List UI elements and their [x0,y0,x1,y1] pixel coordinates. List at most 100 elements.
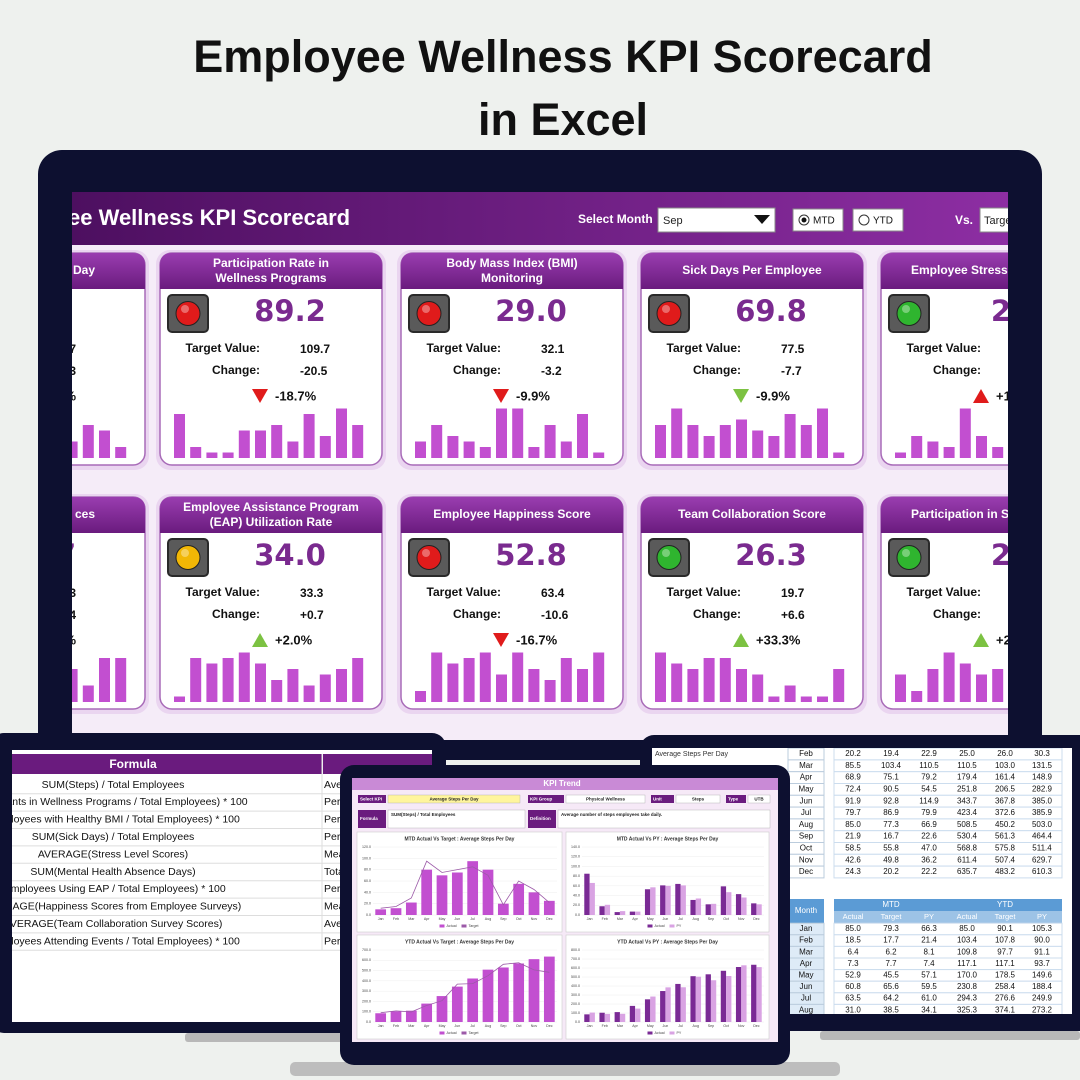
data-row [833,980,1063,994]
trend-bar [415,441,426,458]
y-tick-label: 500.0 [571,975,580,979]
trend-bar [752,430,764,458]
data-row [833,794,1063,808]
series-bar [705,974,711,1022]
table-cell: 93.7 [1034,959,1050,968]
series-bar [467,861,479,915]
table-cell: 66.3 [921,924,937,933]
status-light [416,301,442,326]
trend-bar [190,658,202,702]
y-tick-label: 100.0 [362,1010,371,1014]
field-label-box [651,795,674,803]
x-tick-label: May [439,917,446,921]
mtd-option[interactable] [792,208,844,232]
trend-bar [655,652,666,702]
table-cell: 42.6 [845,855,861,864]
trend-bar [992,669,1004,702]
table-cell: 55.8 [883,844,899,853]
y-tick-label: 0.0 [575,913,580,917]
x-tick-label: Feb [602,1024,608,1028]
x-tick-label: May [439,1024,446,1028]
trend-bar [943,447,955,458]
table-cell: 90.0 [1034,936,1050,945]
table-cell: 34.1 [921,1005,937,1014]
trend-bar [115,447,127,458]
y-tick-label: 200.0 [362,999,371,1003]
trend-bar [703,658,715,702]
x-tick-label: Jul [470,917,475,921]
trend-bar [431,425,443,458]
table-cell: 117.1 [995,959,1015,968]
formula-type: Per [324,814,341,826]
table-cell: 20.2 [845,749,861,758]
status-light [416,545,442,570]
formula: (Employees Using EAP / Total Employees) … [0,883,226,895]
table-cell: 79.7 [845,808,861,817]
table-cell: 77.3 [883,820,899,829]
change-arrow [252,633,268,647]
series-bar [650,887,656,915]
chart-panel [565,831,770,933]
table-cell: 90.1 [997,924,1013,933]
table-cell: 149.6 [1032,971,1053,980]
trend-bar [496,408,507,458]
trend-bar [303,414,315,458]
series-bar [375,1013,387,1022]
series-bar [726,976,732,1022]
table-cell: 61.0 [921,994,937,1003]
ytd-option[interactable] [852,208,904,232]
trend-bar [895,674,906,702]
table-cell: 385.0 [1032,796,1053,805]
series-bar [421,1003,433,1022]
card-title: Employee Stress L [911,263,1018,277]
series-bar [675,983,681,1022]
table-cell: 179.4 [957,773,978,782]
trend-bar [911,691,923,702]
x-tick-label: Jul [678,1024,683,1028]
table-cell: Jan [800,924,813,933]
trend-bar [593,452,605,458]
kpi-value: 20 [991,538,1031,572]
data-row [833,1003,1063,1014]
compare-dropdown[interactable] [979,207,1040,233]
trend-bar [512,408,524,458]
status-light [656,301,682,326]
x-tick-label: Mar [617,917,624,921]
series-line [380,962,550,1014]
table-cell: 276.6 [995,994,1016,1003]
target-value: 109.7 [300,342,330,356]
legend-swatch [669,1031,675,1035]
y-tick-label: 120.0 [362,845,371,849]
legend-label: PY [677,924,682,928]
table-cell: 251.8 [957,785,978,794]
table-cell: 450.2 [995,820,1016,829]
field-label: KPI Group [530,797,553,802]
table-cell: 611.4 [957,855,977,864]
kpi-value: 7 [56,538,76,572]
table-cell: 36.2 [921,855,937,864]
month-dropdown[interactable] [657,207,776,233]
change-percent: -18.7% [275,388,317,403]
card-header [641,253,863,289]
formula: SUM(Steps) / Total Employees [42,779,185,791]
data-row [833,830,1063,844]
trend-bar [817,696,828,702]
trend-bar [115,658,127,702]
mtd-header-label: MTD [882,900,900,909]
x-tick-label: Sep [500,1024,506,1028]
table-cell: 38.5 [883,1005,899,1014]
kpi-value: 34.0 [254,538,326,572]
field-label: Formula [360,816,378,821]
series-bar [375,909,387,915]
series-bar [589,882,595,915]
formula-type: Ave [324,918,342,930]
table-cell: 7.3 [847,959,859,968]
trend-bar [463,441,475,458]
trend-bar [255,430,266,458]
change-label: Change: [453,607,501,621]
dashboard-title: ee Wellness KPI Scorecard [68,205,350,230]
change-percent: +2.0% [275,632,313,647]
legend-swatch [647,924,653,928]
table-cell: 85.0 [845,820,861,829]
